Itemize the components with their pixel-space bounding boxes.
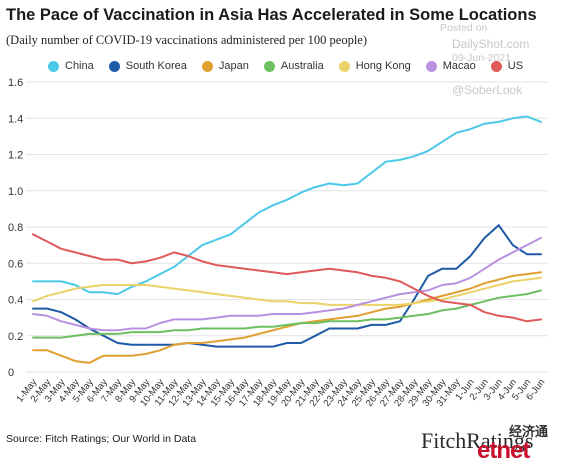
legend-item-us: US: [490, 60, 524, 72]
series-line-south-korea: [32, 224, 542, 348]
series-line-china: [32, 115, 542, 296]
etnet-chinese-logo: 经济通: [509, 424, 549, 439]
series-line-japan: [32, 271, 542, 364]
legend-label: Macao: [442, 60, 476, 72]
watermark-handle: @SoberLook: [452, 83, 523, 97]
legend-swatch: [263, 60, 275, 72]
y-tick-label: 1.2: [8, 150, 23, 162]
legend-swatch: [48, 60, 59, 72]
chart-title: The Pace of Vaccination in Asia Has Acce…: [6, 6, 537, 24]
legend-label: Japan: [218, 60, 249, 72]
legend-item-macao: Macao: [425, 60, 476, 72]
fitch-ratings-logo: FitchRatings: [421, 428, 534, 453]
chart-subtitle: (Daily number of COVID-19 vaccinations a…: [6, 33, 368, 47]
y-tick-label: 0: [8, 367, 14, 379]
watermark-site: DailyShot.com: [452, 37, 530, 51]
legend-swatch: [490, 60, 502, 72]
legend-swatch: [108, 60, 120, 72]
legend-label: Hong Kong: [355, 60, 411, 72]
y-tick-label: 0.6: [8, 258, 23, 270]
y-tick-label: 1.4: [8, 113, 23, 125]
legend-item-china: China: [48, 60, 94, 72]
legend-item-south-korea: South Korea: [108, 60, 187, 72]
legend-swatch: [201, 60, 213, 72]
source-note: Source: Fitch Ratings; Our World in Data: [6, 433, 197, 445]
legend-label: South Korea: [125, 60, 187, 72]
legend-label: US: [507, 60, 524, 72]
legend-item-japan: Japan: [201, 60, 249, 72]
legend-swatch: [338, 60, 350, 72]
legend-swatch: [425, 60, 437, 72]
etnet-logo: etnet: [477, 437, 530, 464]
legend-label: China: [65, 60, 94, 72]
legend-label: Australia: [280, 60, 324, 72]
series-line-us: [32, 233, 542, 323]
series-line-australia: [32, 289, 542, 339]
y-tick-label: 1.6: [8, 77, 23, 89]
series-line-hong-kong: [32, 276, 542, 306]
legend-item-hong-kong: Hong Kong: [338, 60, 411, 72]
series-line-macao: [32, 236, 542, 332]
y-tick-label: 0.8: [8, 222, 23, 234]
chart-legend: China South Korea Japan Australia Hong Kong M…: [48, 60, 538, 72]
y-tick-label: 0.4: [8, 295, 23, 307]
watermark-posted: Posted on: [440, 22, 488, 34]
legend-item-australia: Australia: [263, 60, 324, 72]
y-tick-label: 1.0: [8, 186, 23, 198]
y-tick-label: 0.2: [8, 331, 23, 343]
